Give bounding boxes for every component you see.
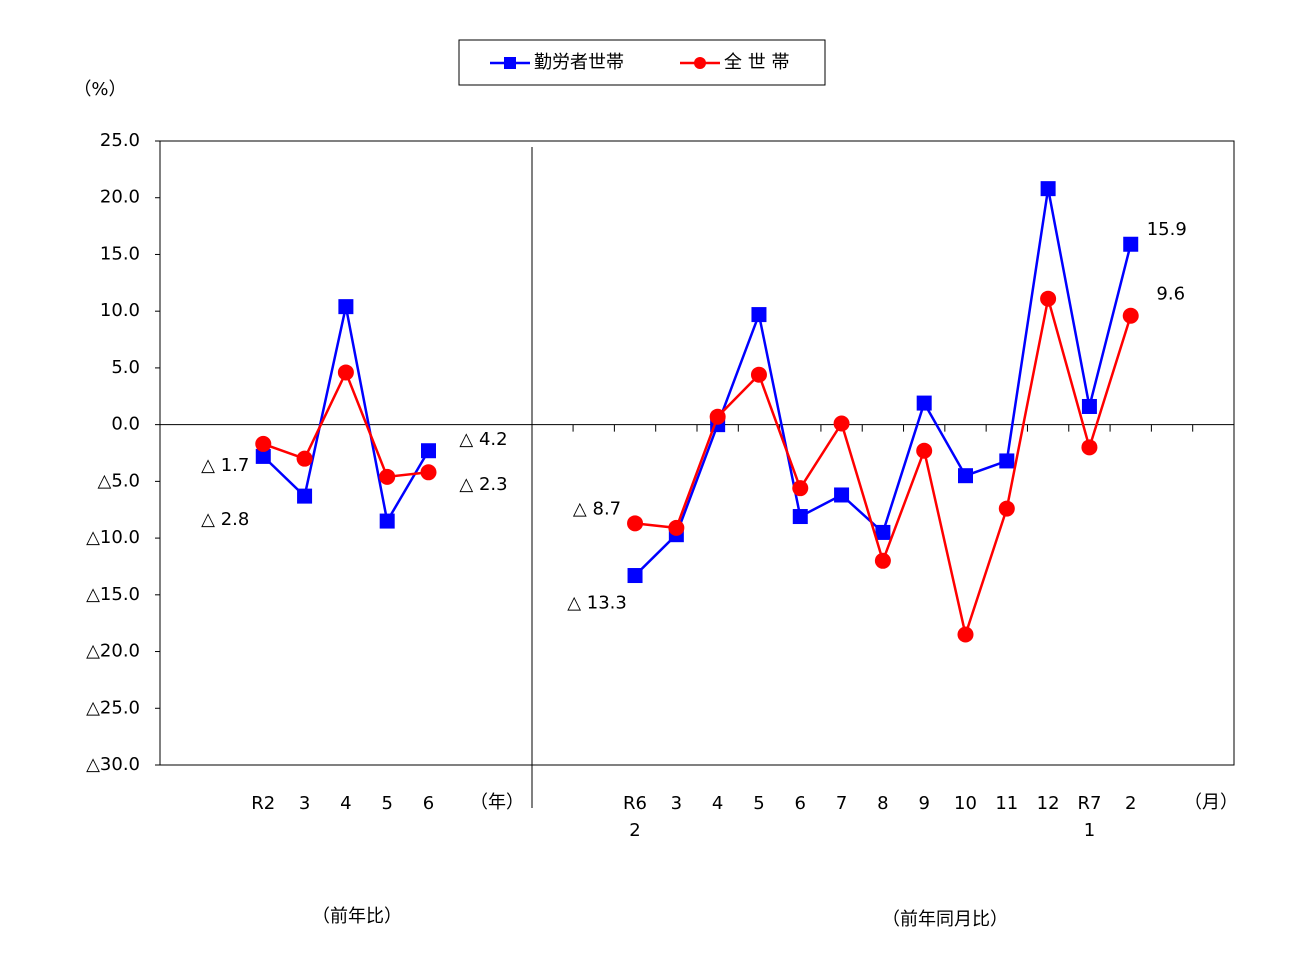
marker	[1040, 181, 1056, 197]
x-tick-label: 2	[1124, 793, 1137, 814]
marker	[709, 408, 726, 425]
data-label: △ 2.3	[459, 474, 507, 495]
x-tick-label: 3	[670, 793, 683, 814]
marker	[668, 519, 685, 536]
y-tick-label: 0.0	[111, 414, 140, 435]
plot-frame	[159, 140, 1235, 766]
marker	[627, 568, 643, 584]
y-tick-label: △25.0	[86, 697, 140, 718]
x-tick-label: 8	[877, 793, 889, 814]
x-tick-label: 9	[918, 793, 930, 814]
y-tick-label: 15.0	[100, 243, 140, 264]
y-tick-label: △30.0	[86, 754, 140, 775]
marker	[751, 307, 767, 323]
data-label: △ 2.8	[201, 509, 249, 530]
annotation: （前年比）	[312, 906, 402, 927]
data-label: △ 4.2	[459, 429, 507, 450]
marker	[338, 299, 354, 315]
y-tick-label: 25.0	[100, 130, 140, 151]
legend-marker	[504, 57, 516, 69]
y-tick-label: 5.0	[111, 357, 140, 378]
marker	[916, 395, 932, 411]
x-tick-label: 5	[381, 793, 393, 814]
legend-marker	[694, 57, 706, 69]
annotation: （年）	[470, 792, 524, 813]
marker	[999, 453, 1015, 469]
marker	[874, 552, 891, 569]
x-tick-label: 12	[1036, 793, 1060, 814]
marker	[957, 626, 974, 643]
marker	[255, 448, 271, 464]
annotation: （前年同月比）	[882, 909, 1008, 930]
legend-label: 勤労者世帯	[534, 52, 624, 73]
y-axis-label: （%）	[73, 79, 126, 100]
marker	[998, 500, 1015, 517]
marker	[379, 513, 395, 529]
marker	[421, 443, 436, 459]
data-label: △ 8.7	[573, 498, 621, 519]
x-tick-label: R2	[251, 793, 276, 814]
data-label: △ 1.7	[201, 455, 249, 476]
x-tick-label: 5	[753, 793, 765, 814]
marker	[875, 524, 891, 540]
marker	[379, 468, 396, 485]
marker	[420, 464, 437, 481]
marker	[958, 468, 973, 484]
x-tick-label: R7 1	[1077, 793, 1102, 841]
y-tick-label: 20.0	[100, 187, 140, 208]
y-tick-label: 10.0	[100, 300, 140, 321]
legend-label: 全 世 帯	[724, 52, 789, 73]
marker	[916, 442, 933, 459]
marker	[1123, 236, 1139, 252]
marker	[255, 435, 272, 452]
marker	[296, 450, 313, 467]
data-label: △ 13.3	[567, 593, 627, 614]
y-tick-label: △10.0	[86, 527, 140, 548]
marker	[792, 480, 809, 497]
marker	[792, 509, 808, 525]
y-tick-label: △5.0	[98, 470, 140, 491]
marker	[750, 366, 767, 383]
marker	[627, 515, 644, 532]
x-tick-label: 3	[298, 793, 311, 814]
x-tick-label: 7	[835, 793, 848, 814]
x-tick-label: 6	[794, 793, 806, 814]
marker	[1040, 290, 1057, 307]
x-tick-label: 4	[340, 793, 352, 814]
marker	[1081, 439, 1098, 456]
x-tick-label: 4	[711, 793, 724, 814]
marker	[297, 488, 313, 504]
x-tick-label: R6 2	[623, 793, 648, 841]
x-tick-label: 6	[422, 793, 435, 814]
marker	[834, 487, 850, 503]
y-tick-label: △15.0	[86, 584, 140, 605]
data-label: 9.6	[1156, 284, 1185, 305]
y-tick-label: △20.0	[86, 641, 140, 662]
marker	[337, 364, 354, 381]
annotation: （月）	[1184, 792, 1238, 813]
x-tick-label: 10	[954, 793, 977, 814]
marker	[833, 415, 850, 432]
marker	[1081, 398, 1097, 414]
marker	[1122, 307, 1139, 324]
x-tick-label: 11	[995, 793, 1019, 814]
data-label: 15.9	[1147, 219, 1187, 240]
